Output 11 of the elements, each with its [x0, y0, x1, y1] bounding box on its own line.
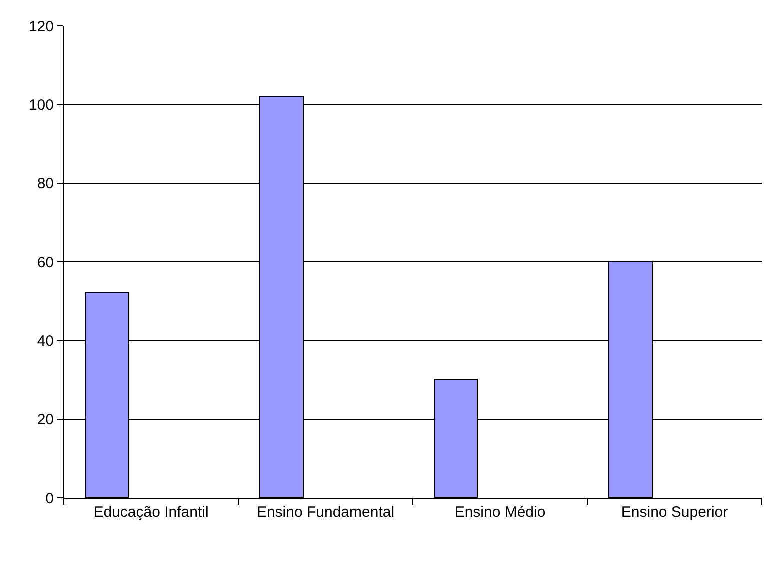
y-tick-label: 40 — [37, 332, 54, 350]
x-tick-label: Ensino Fundamental — [256, 504, 395, 521]
y-tick-label: 20 — [37, 412, 54, 429]
y-tick-label: 100 — [28, 96, 54, 114]
y-tick-label: 0 — [46, 490, 54, 508]
y-tick-label: 120 — [28, 18, 54, 36]
y-tick-label: 80 — [37, 176, 54, 193]
y-tick-label: 60 — [37, 254, 54, 272]
x-tick-label: Ensino Médio — [454, 504, 546, 521]
x-tick-label: Ensino Superior — [621, 504, 728, 521]
x-tick-label: Educação Infantil — [94, 504, 209, 521]
